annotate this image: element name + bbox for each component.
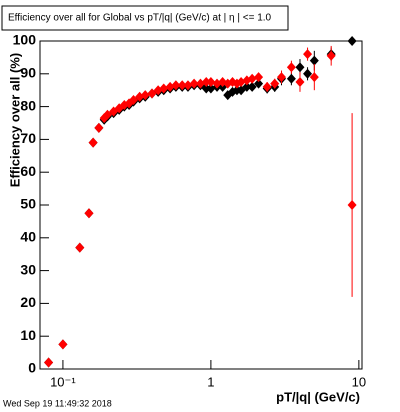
x-axis-label: pT/|q| (GeV/c) [276, 389, 360, 404]
marker [84, 208, 94, 219]
y-tick-label: 30 [20, 261, 36, 277]
marker [247, 73, 257, 84]
marker [159, 83, 169, 94]
marker [183, 80, 193, 91]
x-tick-label: 10 [352, 374, 366, 389]
y-tick-label: 70 [20, 130, 36, 146]
marker [247, 81, 257, 92]
y-tick-label: 90 [20, 65, 36, 81]
marker [270, 78, 280, 89]
y-tick-label: 10 [20, 327, 36, 343]
marker [94, 122, 104, 133]
y-tick-label: 60 [20, 163, 36, 179]
y-tick-label: 100 [13, 32, 37, 48]
marker [140, 90, 150, 101]
marker [303, 68, 313, 79]
marker [75, 242, 85, 253]
marker [44, 357, 54, 368]
marker [303, 49, 313, 60]
marker [201, 83, 211, 94]
marker [177, 80, 187, 91]
marker [88, 137, 98, 148]
marker [189, 78, 199, 89]
marker [286, 73, 296, 84]
marker [276, 72, 286, 83]
marker [295, 77, 305, 87]
x-tick-label: 10⁻¹ [50, 374, 76, 389]
marker [262, 81, 272, 92]
marker [309, 72, 319, 83]
marker [326, 50, 336, 61]
marker [201, 77, 211, 87]
marker [206, 83, 216, 94]
marker [147, 88, 157, 99]
marker [242, 81, 252, 92]
marker [309, 55, 319, 66]
timestamp: Wed Sep 19 11:49:32 2018 [3, 398, 112, 408]
marker [58, 339, 68, 350]
y-tick-label: 0 [28, 360, 36, 376]
marker [102, 109, 112, 120]
marker [286, 62, 296, 73]
y-tick-label: 80 [20, 97, 36, 113]
title-box [1, 5, 289, 31]
marker [347, 36, 357, 46]
x-tick-label: 1 [207, 374, 214, 389]
chart-title: Efficiency over all for Global vs pT/|q|… [8, 13, 272, 24]
marker [129, 95, 139, 106]
marker [254, 78, 264, 89]
marker [254, 72, 264, 83]
marker [347, 200, 357, 210]
marker [171, 80, 181, 91]
y-tick-label: 50 [20, 196, 36, 212]
marker [206, 77, 216, 87]
y-tick-label: 20 [20, 294, 36, 310]
plot-frame [39, 40, 363, 370]
y-tick-label: 40 [20, 229, 36, 245]
y-axis-label: Efficiency over all (%) [7, 53, 22, 187]
marker [295, 62, 305, 73]
